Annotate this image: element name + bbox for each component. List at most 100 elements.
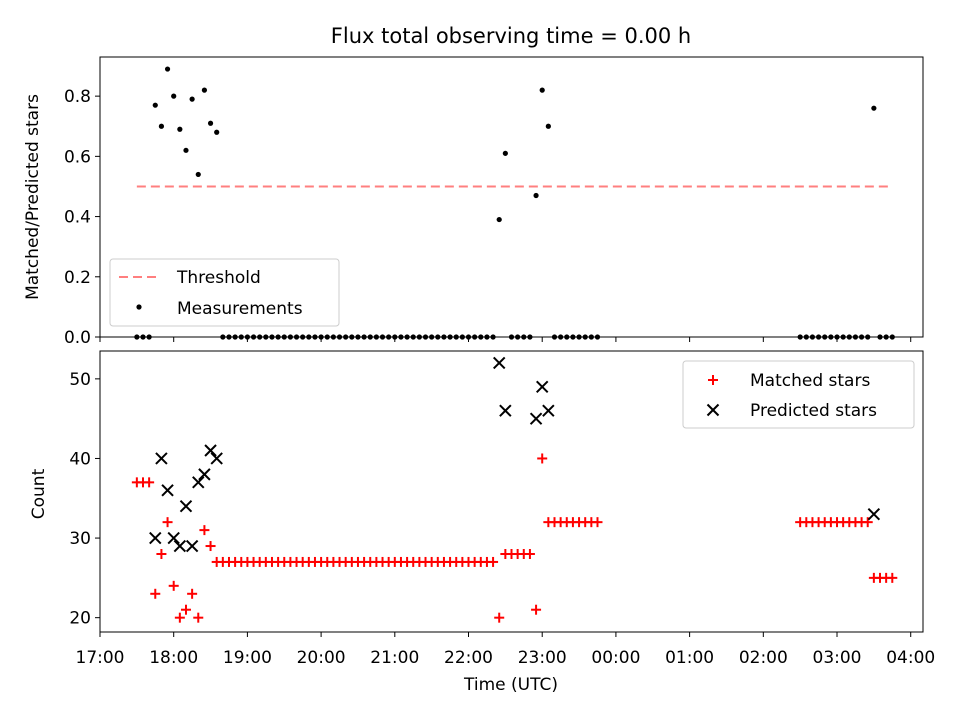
bottom-x-axis-ticks: 17:00 18:00 19:00 20:00 21:00 22:00 23:00 00:00… xyxy=(76,632,935,668)
predicted-point xyxy=(167,531,180,545)
measurement-point xyxy=(183,147,189,153)
measurement-point xyxy=(171,93,177,99)
x-tick-label: 17:00 xyxy=(76,648,125,668)
measurement-point xyxy=(533,192,539,199)
predicted-point xyxy=(173,539,187,553)
matched-point xyxy=(592,517,603,528)
x-axis-label: Time (UTC) xyxy=(463,675,558,695)
predicted-point xyxy=(529,412,543,425)
x-tick-label: 22:00 xyxy=(444,648,493,668)
predicted-point xyxy=(210,452,223,465)
matched-stars-series xyxy=(131,453,898,623)
x-tick-label: 02:00 xyxy=(739,648,788,668)
bottom-legend-box xyxy=(682,360,915,429)
legend-matched-swatch xyxy=(708,375,718,385)
bottom-y-axis-label: Count xyxy=(29,468,49,519)
x-tick-label: 04:00 xyxy=(886,648,935,668)
top-y-tick-label: 0.4 xyxy=(64,208,91,228)
matched-point xyxy=(156,548,167,559)
measurement-point xyxy=(158,123,165,129)
matched-point xyxy=(494,612,505,623)
predicted-point xyxy=(155,452,168,465)
x-tick-label: 01:00 xyxy=(665,648,714,668)
x-tick-label: 18:00 xyxy=(149,648,198,668)
top-y-axis-ticks: 0.0 0.2 0.4 0.6 0.8 xyxy=(64,87,100,348)
measurement-point xyxy=(496,216,502,223)
predicted-point xyxy=(493,356,506,370)
top-y-axis-label: Matched/Predicted stars xyxy=(23,94,43,300)
matched-point xyxy=(150,588,161,599)
predicted-point xyxy=(499,404,512,417)
x-tick-label: 21:00 xyxy=(370,648,419,668)
matched-point xyxy=(174,612,185,623)
matched-point xyxy=(524,548,535,559)
top-panel: 0.00.20.40.60.8 Matched/Predicted stars … xyxy=(23,56,924,348)
legend-predicted-swatch xyxy=(706,403,720,417)
matched-point xyxy=(488,556,499,567)
bottom-y-tick-label: 50 xyxy=(69,370,91,390)
measurement-point xyxy=(502,150,508,156)
matched-point xyxy=(537,453,548,464)
matched-point xyxy=(199,525,210,536)
measurement-point xyxy=(539,87,545,93)
measurement-point xyxy=(189,96,195,102)
measurement-point xyxy=(545,123,551,129)
matched-point xyxy=(180,604,191,615)
predicted-point xyxy=(149,531,162,545)
predicted-stars-series xyxy=(149,356,881,553)
x-tick-label: 03:00 xyxy=(813,648,862,668)
legend-measurements-swatch xyxy=(136,304,142,310)
predicted-point xyxy=(536,380,549,394)
top-y-tick-label: 0.2 xyxy=(64,268,91,288)
predicted-point xyxy=(198,468,211,481)
x-tick-label: 23:00 xyxy=(518,648,567,668)
legend-threshold-label: Threshold xyxy=(176,268,261,288)
matched-point xyxy=(531,604,542,615)
top-y-tick-label: 0.6 xyxy=(64,147,91,167)
bottom-y-tick-label: 30 xyxy=(69,529,91,549)
top-y-tick-label: 0.8 xyxy=(64,87,91,107)
top-y-tick-label: 0.0 xyxy=(64,328,91,348)
bottom-legend: Matched stars Predicted stars xyxy=(682,360,915,429)
matched-point xyxy=(144,477,155,488)
bottom-panel: 20 30 40 50 17:00 18:00 19:00 20:00 21:00 22:00 2… xyxy=(29,350,935,695)
legend-measurements-label: Measurements xyxy=(177,299,303,319)
legend-matched-label: Matched stars xyxy=(750,371,870,391)
predicted-point xyxy=(542,404,555,417)
predicted-point xyxy=(179,500,193,513)
matched-point xyxy=(162,517,173,528)
bottom-y-axis-ticks: 20 30 40 50 xyxy=(69,370,100,629)
measurement-point xyxy=(207,120,214,126)
bottom-y-tick-label: 40 xyxy=(69,449,91,469)
matched-point xyxy=(205,541,216,552)
matched-point xyxy=(887,572,898,583)
bottom-plot-frame xyxy=(99,350,924,633)
measurement-point xyxy=(214,129,220,135)
top-plot-frame xyxy=(99,56,924,338)
predicted-point xyxy=(161,484,174,497)
predicted-point xyxy=(204,444,217,457)
top-legend-box xyxy=(109,258,340,327)
measurement-point xyxy=(195,171,201,178)
top-legend: Threshold Measurements xyxy=(109,258,340,327)
x-tick-label: 19:00 xyxy=(223,648,272,668)
x-tick-label: 20:00 xyxy=(297,648,346,668)
bottom-y-tick-label: 20 xyxy=(69,609,91,629)
matched-point xyxy=(193,612,204,623)
legend-predicted-marker xyxy=(706,403,720,417)
legend-predicted-label: Predicted stars xyxy=(750,401,877,421)
matched-point xyxy=(862,517,873,528)
x-tick-label: 00:00 xyxy=(591,648,640,668)
matched-point xyxy=(168,580,179,591)
measurement-point xyxy=(152,102,158,108)
figure-title: Flux total observing time = 0.00 h xyxy=(331,24,691,48)
matched-point xyxy=(187,588,198,599)
measurement-point xyxy=(201,87,208,93)
measurement-point xyxy=(164,66,171,72)
predicted-point xyxy=(192,476,205,489)
measurement-point xyxy=(177,126,183,132)
legend-matched-marker xyxy=(708,375,718,385)
predicted-point xyxy=(867,507,881,521)
